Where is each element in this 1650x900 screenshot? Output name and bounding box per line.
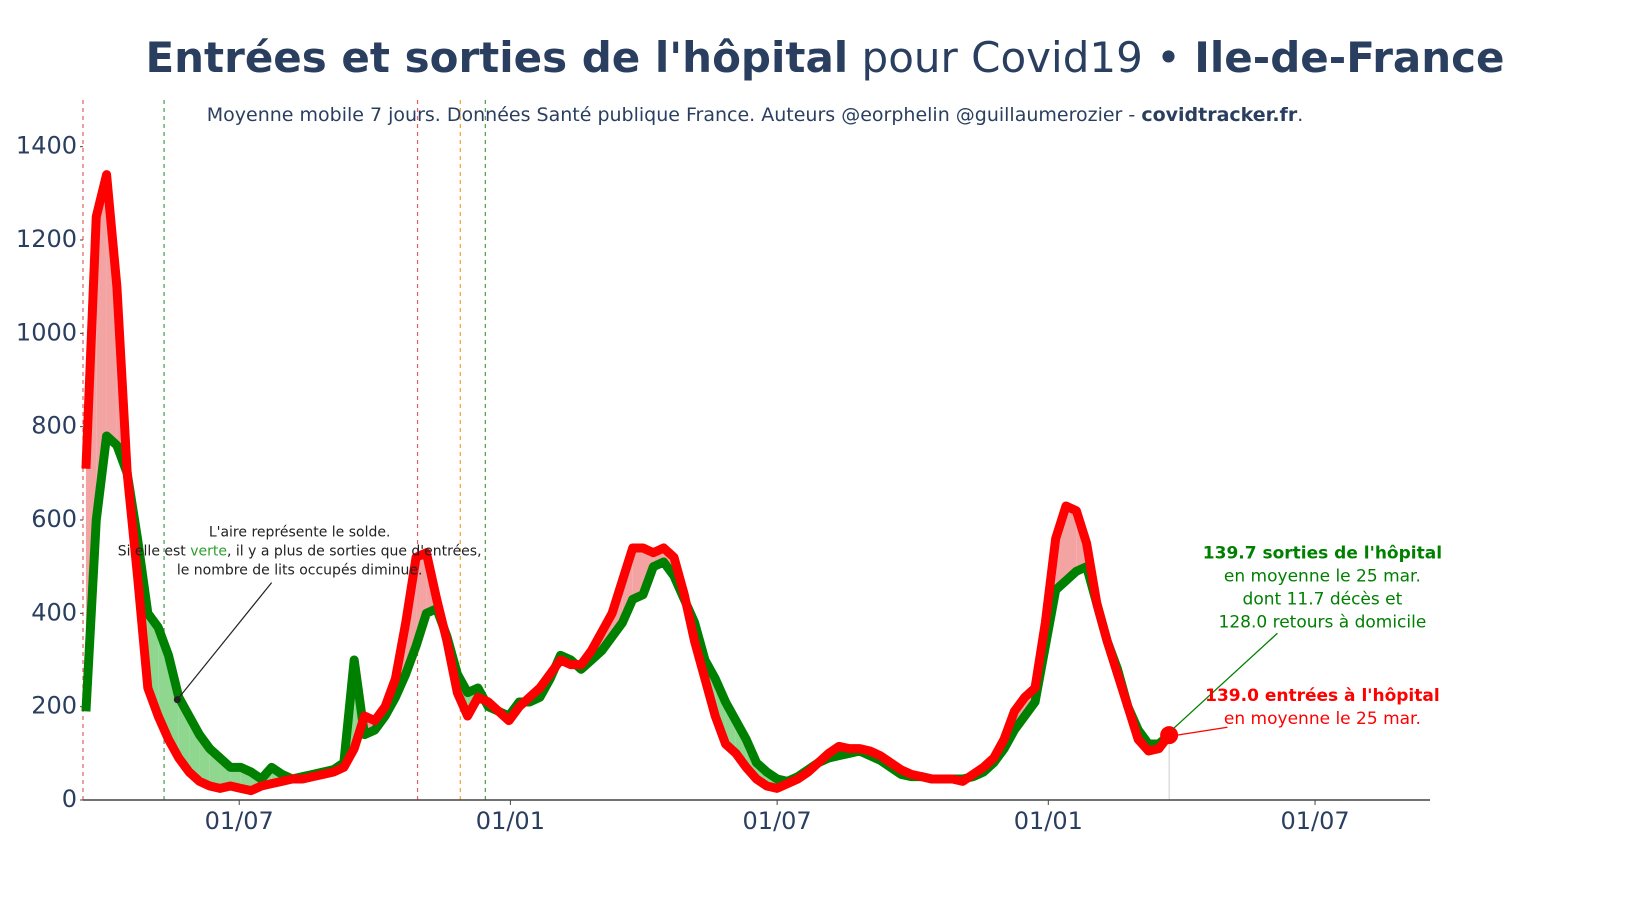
series-line	[81, 170, 1173, 796]
x-tick-label: 01/07	[743, 807, 812, 835]
subtitle-part: covidtracker.fr	[1141, 104, 1298, 126]
chart-title: Entrées et sorties de l'hôpital pour Cov…	[145, 33, 1504, 82]
note-line: Si elle est verte, il y a plus de sortie…	[118, 544, 482, 560]
y-tick-label: 0	[62, 785, 77, 813]
annotation-sorties: 128.0 retours à domicile	[1219, 613, 1427, 633]
y-tick-label: 1400	[16, 132, 77, 160]
annotation-sorties: en moyenne le 25 mar.	[1224, 567, 1421, 587]
note-line: L'aire représente le solde.	[209, 525, 391, 541]
subtitle-part: Moyenne mobile 7 jours. Données Santé pu…	[207, 104, 1142, 126]
balance-area	[1065, 506, 1077, 581]
x-tick-label: 01/01	[1014, 807, 1083, 835]
y-tick-label: 400	[31, 598, 77, 626]
note-dot	[173, 696, 181, 704]
annotation-entrees: 139.0 entrées à l'hôpital	[1205, 686, 1440, 706]
annotation-arrow	[1177, 726, 1228, 736]
balance-area	[632, 548, 644, 600]
title-part: Ile-de-France	[1194, 33, 1504, 82]
y-tick-label: 800	[31, 412, 77, 440]
annotation-entrees: en moyenne le 25 mar.	[1224, 709, 1421, 729]
x-tick-label: 01/07	[205, 807, 274, 835]
note-line: le nombre de lits occupés diminue.	[177, 563, 423, 579]
last-point	[1160, 726, 1179, 745]
annotation-arrow	[1172, 632, 1278, 730]
title-part: pour Covid19 •	[848, 33, 1194, 82]
x-tick-label: 01/01	[476, 807, 545, 835]
subtitle-part: .	[1297, 104, 1303, 126]
note-part: verte	[190, 544, 227, 560]
title-part: Entrées et sorties de l'hôpital	[145, 33, 848, 82]
y-tick-label: 200	[31, 692, 77, 720]
y-tick-label: 1000	[16, 318, 77, 346]
y-tick-label: 1200	[16, 225, 77, 253]
y-tick-label: 600	[31, 505, 77, 533]
subtitle: Moyenne mobile 7 jours. Données Santé pu…	[207, 104, 1304, 126]
annotation-sorties: dont 11.7 décès et	[1243, 590, 1403, 610]
balance-area	[416, 552, 427, 646]
note-part: , il y a plus de sorties que d'entrées,	[227, 544, 482, 560]
note-part: Si elle est	[118, 544, 191, 560]
note-arrow	[176, 582, 273, 701]
x-tick-label: 01/07	[1280, 807, 1349, 835]
annotation-sorties: 139.7 sorties de l'hôpital	[1203, 544, 1442, 564]
